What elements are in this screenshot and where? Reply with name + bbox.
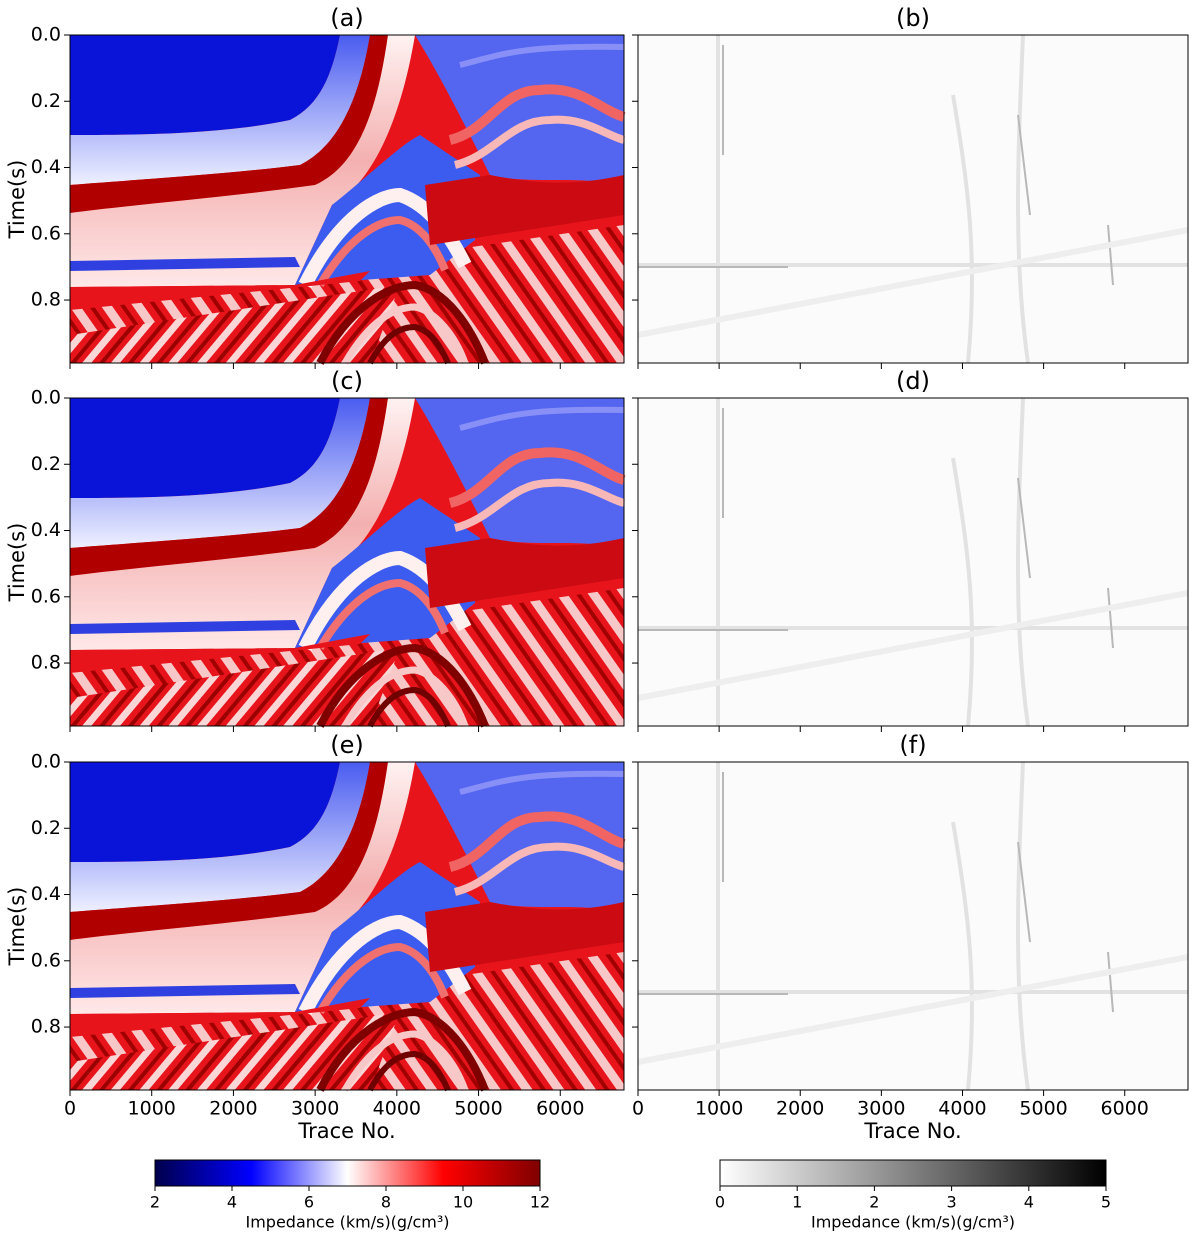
colorbar-tick-label: 4 <box>1024 1193 1034 1212</box>
x-tick-label: 0 <box>64 1098 76 1120</box>
plot-frame <box>69 761 625 1091</box>
y-tick-label: 0.8 <box>31 652 61 674</box>
colorbar-tick-label: 2 <box>869 1193 879 1212</box>
x-tick-label: 6000 <box>536 1098 584 1120</box>
y-tick-label: 0.8 <box>31 289 61 311</box>
colorbar-label: Impedance (km/s)(g/cm³) <box>811 1213 1015 1232</box>
x-tick-label: 3000 <box>291 1098 339 1120</box>
colorbar-tick-label: 8 <box>381 1193 391 1212</box>
panel-title: (c) <box>331 367 363 395</box>
x-tick-label: 4000 <box>938 1098 986 1120</box>
plot-frame <box>637 761 1189 1091</box>
x-tick-label: 2000 <box>209 1098 257 1120</box>
panel-title: (a) <box>330 4 363 32</box>
colorbar-tick-label: 5 <box>1101 1193 1111 1212</box>
colorbar-tick-label: 12 <box>530 1193 550 1212</box>
colorbar <box>154 1159 541 1187</box>
y-axis-label: Time(s) <box>5 887 29 967</box>
y-tick-label: 0.2 <box>31 453 61 475</box>
heatmap-image <box>70 762 624 1090</box>
y-tick-label: 0.6 <box>31 585 61 607</box>
heatmap-image <box>638 762 1188 1090</box>
x-tick-label: 1000 <box>695 1098 743 1120</box>
x-axis-label: Trace No. <box>863 1119 961 1143</box>
y-tick-label: 0.8 <box>31 1016 61 1038</box>
x-tick-label: 1000 <box>128 1098 176 1120</box>
plot-frame <box>69 397 625 727</box>
y-axis-label: Time(s) <box>5 160 29 240</box>
x-axis-label: Trace No. <box>297 1119 395 1143</box>
panel-title: (b) <box>896 4 930 32</box>
x-tick-label: 5000 <box>1019 1098 1067 1120</box>
heatmap-image <box>638 398 1188 726</box>
y-tick-label: 0.0 <box>31 24 61 46</box>
colorbar-tick-label: 10 <box>453 1193 473 1212</box>
plot-frame <box>69 34 625 364</box>
x-tick-label: 2000 <box>776 1098 824 1120</box>
heatmap-image <box>70 398 624 726</box>
panel-title: (f) <box>899 731 926 759</box>
y-tick-label: 0.2 <box>31 90 61 112</box>
x-tick-label: 4000 <box>373 1098 421 1120</box>
y-tick-label: 0.4 <box>31 156 61 178</box>
x-tick-label: 0 <box>632 1098 644 1120</box>
heatmap-image <box>638 35 1188 363</box>
y-tick-label: 0.4 <box>31 883 61 905</box>
plot-frame <box>637 34 1189 364</box>
y-tick-label: 0.6 <box>31 949 61 971</box>
y-tick-label: 0.4 <box>31 519 61 541</box>
y-axis-label: Time(s) <box>5 523 29 603</box>
panel-title: (e) <box>330 731 364 759</box>
heatmap-image <box>70 35 624 363</box>
y-tick-label: 0.0 <box>31 751 61 773</box>
y-tick-label: 0.0 <box>31 387 61 409</box>
colorbar-tick-label: 4 <box>227 1193 237 1212</box>
y-tick-label: 0.6 <box>31 222 61 244</box>
panel-title: (d) <box>896 367 930 395</box>
x-tick-label: 6000 <box>1101 1098 1149 1120</box>
colorbar-tick-label: 2 <box>150 1193 160 1212</box>
x-tick-label: 5000 <box>454 1098 502 1120</box>
colorbar-tick-label: 6 <box>304 1193 314 1212</box>
x-tick-label: 3000 <box>857 1098 905 1120</box>
y-tick-label: 0.2 <box>31 817 61 839</box>
colorbar-tick-label: 3 <box>947 1193 957 1212</box>
plot-frame <box>637 397 1189 727</box>
colorbar-tick-label: 1 <box>792 1193 802 1212</box>
colorbar-label: Impedance (km/s)(g/cm³) <box>245 1213 449 1232</box>
colorbar <box>719 1159 1107 1187</box>
colorbar-tick-label: 0 <box>715 1193 725 1212</box>
